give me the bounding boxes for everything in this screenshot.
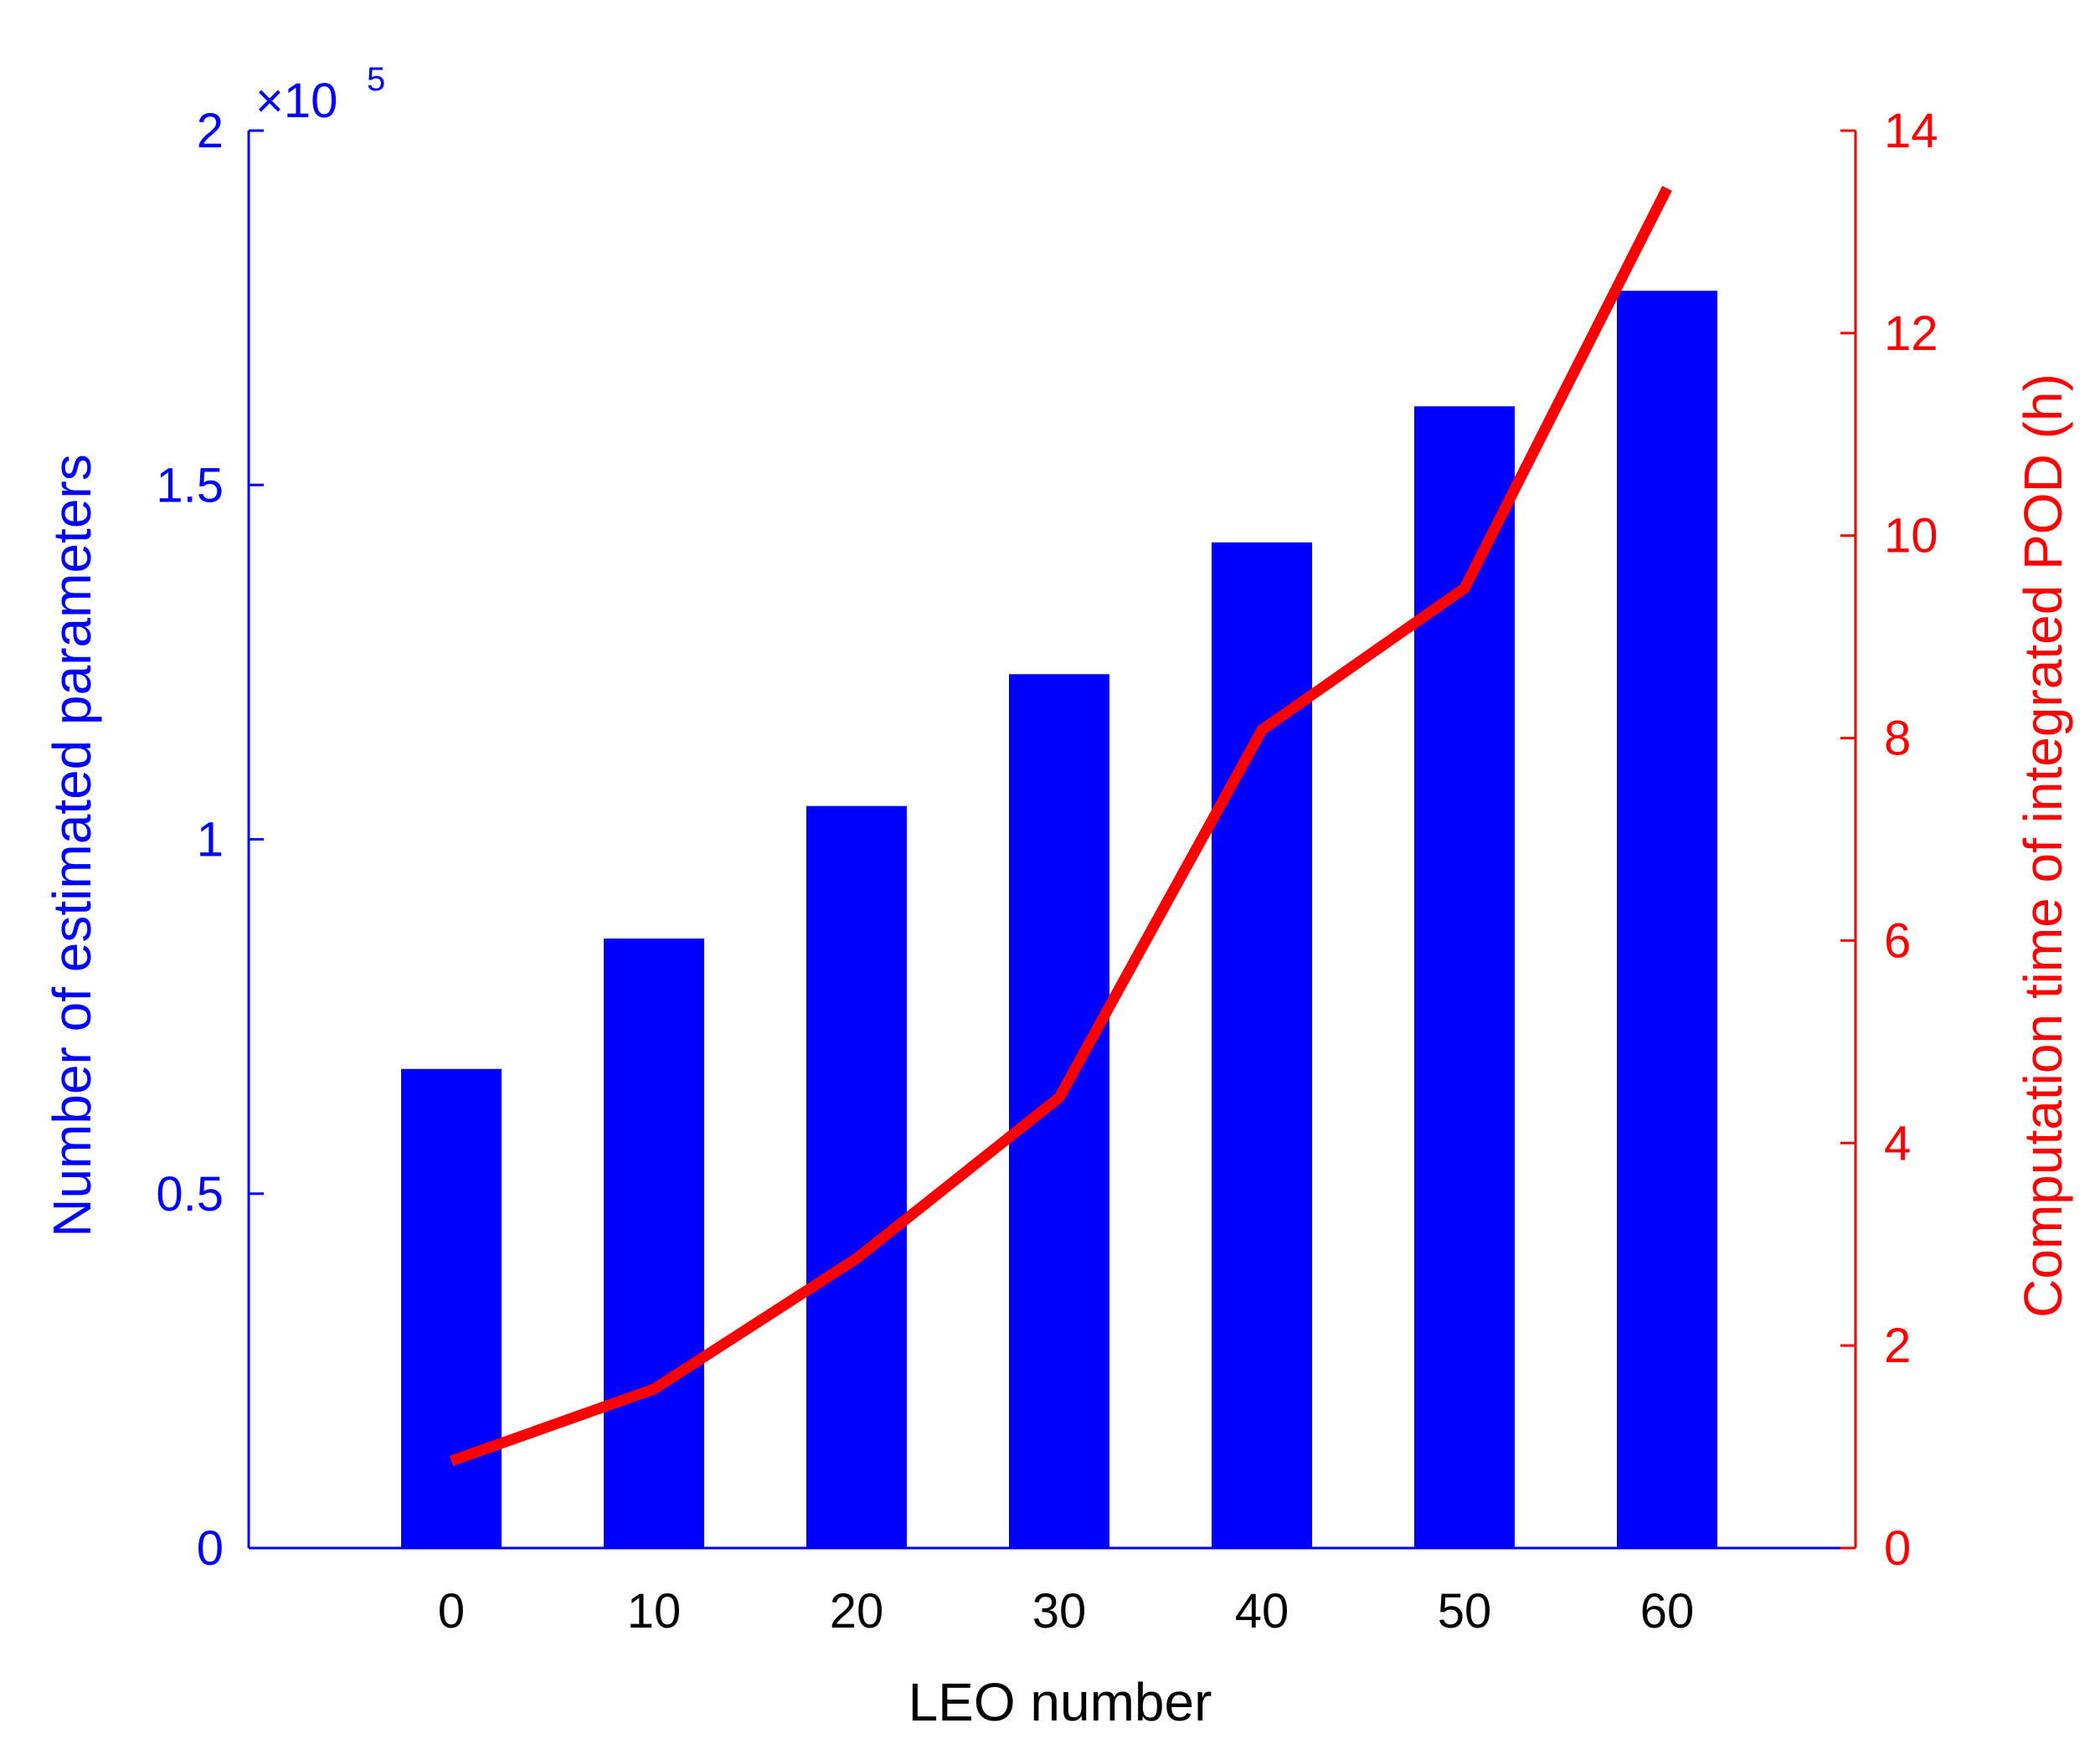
- left-axis-label: Number of estimated parameters: [42, 454, 102, 1237]
- left-tick-label: 0.5: [156, 1167, 224, 1222]
- left-tick-label: 1.5: [156, 458, 224, 512]
- right-tick-label: 12: [1884, 306, 1938, 361]
- left-axis-multiplier: ×10 5: [255, 61, 385, 128]
- bar: [604, 939, 704, 1548]
- svg-text:×10: ×10: [255, 74, 337, 128]
- x-tick-label: 30: [1032, 1584, 1087, 1638]
- bar: [1212, 542, 1312, 1548]
- line-path: [449, 185, 1672, 1467]
- svg-text:5: 5: [367, 61, 385, 98]
- x-tick-label: 10: [627, 1584, 682, 1638]
- right-axis-label: Computation time of integrated POD (h): [2013, 373, 2073, 1318]
- right-tick-label: 0: [1884, 1521, 1911, 1576]
- bar-series: [401, 291, 1717, 1549]
- left-tick-label: 0: [197, 1521, 224, 1576]
- x-axis-label: LEO number: [908, 1672, 1212, 1732]
- x-tick-label: 20: [830, 1584, 884, 1638]
- x-tick-label: 0: [438, 1584, 465, 1638]
- right-tick-label: 4: [1884, 1116, 1911, 1170]
- bar: [806, 805, 907, 1548]
- right-tick-label: 8: [1884, 712, 1911, 766]
- left-tick-label: 2: [197, 104, 224, 158]
- line-series: [449, 185, 1672, 1467]
- right-tick-label: 14: [1884, 104, 1938, 158]
- x-tick-label: 60: [1640, 1584, 1695, 1638]
- bar: [1009, 674, 1109, 1548]
- right-tick-label: 10: [1884, 509, 1938, 563]
- right-tick-label: 2: [1884, 1319, 1911, 1373]
- bar: [1617, 291, 1717, 1549]
- right-tick-label: 6: [1884, 913, 1911, 968]
- x-tick-label: 50: [1438, 1584, 1492, 1638]
- bar: [1414, 406, 1515, 1548]
- bar: [401, 1068, 502, 1548]
- left-tick-label: 1: [197, 813, 224, 867]
- x-tick-label: 40: [1235, 1584, 1289, 1638]
